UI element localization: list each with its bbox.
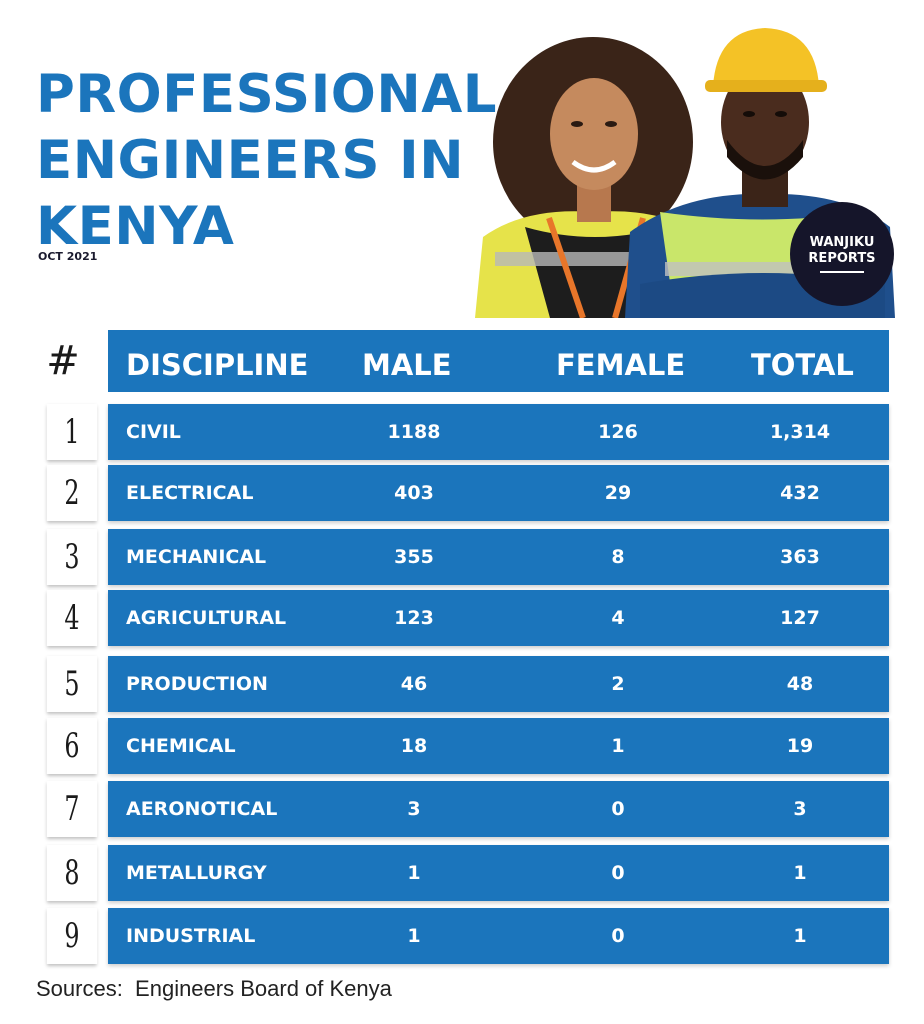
cell-male: 355 [394,546,434,568]
column-header-male: MALE [362,348,452,382]
cell-total: 1 [793,862,807,884]
cell-total: 3 [793,798,807,820]
cell-total: 432 [780,482,820,504]
table-row: 2 ELECTRICAL 403 29 432 [36,465,889,521]
cell-female: 4 [611,607,625,629]
row-number: 6 [46,718,98,774]
logo-line-2: REPORTS [808,251,876,266]
cell-discipline: CHEMICAL [126,735,236,757]
cell-female: 1 [611,735,625,757]
table-row: 3 MECHANICAL 355 8 363 [36,529,889,585]
row-bar: METALLURGY 1 0 1 [108,845,889,901]
page-title: PROFESSIONAL ENGINEERS IN KENYA [36,62,516,260]
column-header-number: # [46,338,80,384]
row-bar: CHEMICAL 18 1 19 [108,718,889,774]
row-number: 4 [46,590,98,646]
table-header: DISCIPLINE MALE FEMALE TOTAL [108,330,889,392]
row-bar: PRODUCTION 46 2 48 [108,656,889,712]
cell-male: 1 [407,862,421,884]
row-bar: INDUSTRIAL 1 0 1 [108,908,889,964]
cell-total: 1 [793,925,807,947]
cell-total: 127 [780,607,820,629]
cell-total: 363 [780,546,820,568]
table-row: 1 CIVIL 1188 126 1,314 [36,404,889,460]
cell-male: 123 [394,607,434,629]
date-label: OCT 2021 [38,250,98,263]
column-header-discipline: DISCIPLINE [126,348,309,382]
column-header-total: TOTAL [751,348,854,382]
table-row: 8 METALLURGY 1 0 1 [36,845,889,901]
cell-male: 18 [400,735,428,757]
cell-discipline: INDUSTRIAL [126,925,256,947]
table-row: 4 AGRICULTURAL 123 4 127 [36,590,889,646]
row-bar: CIVIL 1188 126 1,314 [108,404,889,460]
cell-male: 1 [407,925,421,947]
cell-male: 1188 [387,421,441,443]
cell-male: 3 [407,798,421,820]
cell-female: 2 [611,673,625,695]
cell-total: 48 [786,673,814,695]
cell-discipline: CIVIL [126,421,181,443]
cell-male: 403 [394,482,434,504]
table-row: 6 CHEMICAL 18 1 19 [36,718,889,774]
logo-line-1: WANJIKU [809,235,875,250]
column-header-female: FEMALE [556,348,686,382]
row-bar: AERONOTICAL 3 0 3 [108,781,889,837]
row-number: 5 [46,656,98,712]
row-number: 8 [46,845,98,901]
row-number: 1 [46,404,98,460]
title-line-3: KENYA [36,196,235,257]
cell-discipline: PRODUCTION [126,673,268,695]
cell-discipline: AERONOTICAL [126,798,278,820]
cell-female: 29 [604,482,632,504]
table-row: 9 INDUSTRIAL 1 0 1 [36,908,889,964]
cell-total: 19 [786,735,814,757]
table-row: 5 PRODUCTION 46 2 48 [36,656,889,712]
title-line-2: ENGINEERS IN [36,130,465,191]
cell-total: 1,314 [769,421,831,443]
source-note: Sources: Engineers Board of Kenya [36,976,392,1001]
table-row: 7 AERONOTICAL 3 0 3 [36,781,889,837]
cell-female: 126 [598,421,638,443]
row-bar: AGRICULTURAL 123 4 127 [108,590,889,646]
row-number: 3 [46,529,98,585]
cell-discipline: AGRICULTURAL [126,607,287,629]
logo-rule [820,271,864,273]
cell-male: 46 [400,673,428,695]
row-bar: MECHANICAL 355 8 363 [108,529,889,585]
cell-female: 0 [611,862,625,884]
row-number: 9 [46,908,98,964]
row-number: 2 [46,465,98,521]
cell-female: 0 [611,925,625,947]
cell-discipline: ELECTRICAL [126,482,254,504]
wanjiku-reports-logo: WANJIKU REPORTS [790,202,894,306]
title-line-1: PROFESSIONAL [36,64,498,125]
row-number: 7 [46,781,98,837]
cell-discipline: MECHANICAL [126,546,267,568]
cell-female: 0 [611,798,625,820]
cell-discipline: METALLURGY [126,862,267,884]
cell-female: 8 [611,546,625,568]
row-bar: ELECTRICAL 403 29 432 [108,465,889,521]
